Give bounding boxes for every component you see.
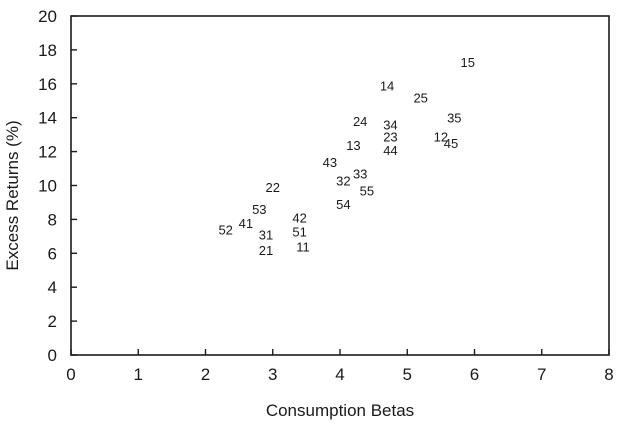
- data-point-label: 51: [292, 224, 306, 239]
- y-tick-label: 0: [48, 346, 57, 365]
- y-tick-label: 12: [38, 143, 57, 162]
- data-point-label: 13: [346, 138, 360, 153]
- y-tick-label: 10: [38, 177, 57, 196]
- x-tick-label: 1: [134, 365, 143, 384]
- x-tick-label: 6: [470, 365, 479, 384]
- data-point-label: 55: [360, 184, 374, 199]
- data-point-label: 35: [447, 111, 461, 126]
- x-tick-label: 4: [335, 365, 344, 384]
- x-tick-label: 2: [201, 365, 210, 384]
- data-point-label: 44: [383, 143, 397, 158]
- x-tick-label: 3: [268, 365, 277, 384]
- data-point-label: 41: [239, 216, 253, 231]
- data-point-label: 31: [259, 228, 273, 243]
- data-point-label: 25: [413, 90, 427, 105]
- x-tick-label: 7: [537, 365, 546, 384]
- data-point-label: 23: [383, 129, 397, 144]
- y-tick-label: 6: [48, 244, 57, 263]
- data-point-label: 43: [323, 155, 337, 170]
- x-axis-title: Consumption Betas: [266, 401, 414, 420]
- x-tick-label: 5: [403, 365, 412, 384]
- data-point-label: 15: [461, 55, 475, 70]
- axes: [70, 15, 610, 356]
- data-point-label: 53: [252, 202, 266, 217]
- y-tick-label: 2: [48, 312, 57, 331]
- y-tick-label: 14: [38, 109, 57, 128]
- data-point-label: 34: [383, 117, 397, 132]
- data-point-label: 54: [336, 197, 350, 212]
- y-axis-title: Excess Returns (%): [3, 120, 22, 270]
- y-tick-label: 4: [48, 278, 57, 297]
- data-point-label: 42: [292, 211, 306, 226]
- data-point-label: 22: [266, 180, 280, 195]
- data-point-label: 52: [218, 223, 232, 238]
- data-point-label: 24: [353, 114, 367, 129]
- data-point-label: 33: [353, 167, 367, 182]
- data-point-label: 32: [336, 173, 350, 188]
- y-tick-label: 16: [38, 75, 57, 94]
- data-point-label: 21: [259, 243, 273, 258]
- x-tick-label: 8: [604, 365, 613, 384]
- data-point-label: 12: [434, 129, 448, 144]
- y-tick-label: 8: [48, 210, 57, 229]
- data-point-label: 14: [380, 78, 394, 93]
- y-tick-label: 20: [38, 7, 57, 26]
- data-point-label: 11: [296, 240, 310, 255]
- data-point-label: 45: [444, 136, 458, 151]
- x-tick-label: 0: [66, 365, 75, 384]
- y-tick-label: 18: [38, 41, 57, 60]
